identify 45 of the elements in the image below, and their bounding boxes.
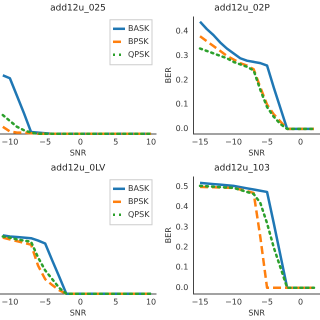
legend-label: BPSK xyxy=(128,196,150,206)
legend-label: BPSK xyxy=(128,36,150,46)
y-tick-label: 0.4 xyxy=(176,26,188,36)
x-tick-label: 5 xyxy=(113,138,118,147)
x-tick-label: −10 xyxy=(1,298,18,307)
x-axis-title: SNR xyxy=(70,148,87,158)
y-tick-label: 0.2 xyxy=(176,75,188,84)
legend-label: QPSK xyxy=(128,210,150,219)
y-tick-label: 0.1 xyxy=(176,100,188,109)
y-axis-title: BER xyxy=(164,226,173,244)
x-tick-label: −10 xyxy=(225,298,242,307)
y-tick-label: 0.3 xyxy=(176,50,188,60)
y-tick-label: 0.4 xyxy=(176,202,188,212)
x-axis-title: SNR xyxy=(70,308,87,318)
x-tick-label: −5 xyxy=(39,138,52,147)
legend-label: QPSK xyxy=(128,50,150,59)
y-tick-label: 0.0 xyxy=(176,282,188,292)
x-tick-label: −15 xyxy=(192,298,208,307)
y-tick-label: 0.5 xyxy=(176,182,188,191)
legend-label: BASK xyxy=(128,184,150,193)
y-tick-label: 0.2 xyxy=(176,242,188,252)
y-tick-label: 0.0 xyxy=(176,124,188,134)
y-tick-label: 0.1 xyxy=(176,262,188,272)
x-tick-label: −5 xyxy=(39,298,52,307)
x-tick-label: −5 xyxy=(261,298,273,307)
chart-title: add12u_103 xyxy=(214,164,270,174)
x-tick-label: 5 xyxy=(113,298,118,307)
legend-label: BASK xyxy=(128,24,150,33)
x-tick-label: −10 xyxy=(1,138,18,147)
chart-title: add12u_025 xyxy=(50,4,106,14)
x-tick-label: 10 xyxy=(146,138,156,147)
x-tick-label: 10 xyxy=(146,298,156,307)
x-tick-label: 0 xyxy=(298,298,304,307)
x-tick-label: −5 xyxy=(261,138,273,147)
x-tick-label: −15 xyxy=(192,138,208,147)
y-axis-title: BER xyxy=(164,66,173,84)
chart-title: add12u_0LV xyxy=(50,164,106,174)
x-tick-label: 0 xyxy=(298,138,304,147)
x-axis-title: SNR xyxy=(248,148,266,158)
chart-title: add12u_02P xyxy=(214,4,270,14)
x-tick-label: 0 xyxy=(78,298,84,307)
y-tick-label: 0.3 xyxy=(176,222,188,232)
x-axis-title: SNR xyxy=(248,308,266,318)
x-tick-label: 0 xyxy=(78,138,84,147)
x-tick-label: −10 xyxy=(225,138,242,147)
